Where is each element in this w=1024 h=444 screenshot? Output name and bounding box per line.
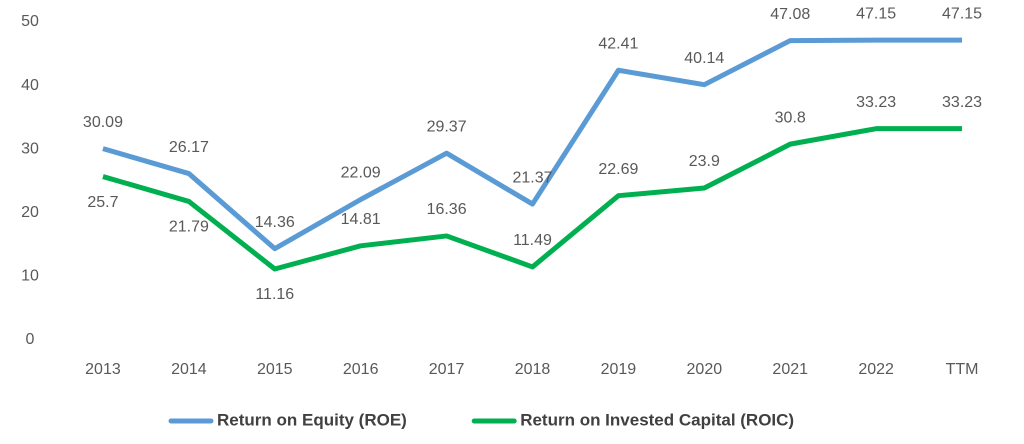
y-tick-label: 10 xyxy=(21,268,39,285)
data-label: 21.79 xyxy=(169,219,209,236)
x-tick-label: 2013 xyxy=(85,361,121,378)
data-label: 22.69 xyxy=(598,161,638,178)
data-label: 23.9 xyxy=(689,153,720,170)
data-label: 29.37 xyxy=(427,118,467,135)
data-label: 22.09 xyxy=(341,165,381,182)
data-label: 11.49 xyxy=(513,232,552,249)
data-label: 47.15 xyxy=(856,5,896,22)
y-tick-label: 0 xyxy=(26,331,35,348)
data-label: 30.09 xyxy=(83,114,123,131)
y-tick-label: 20 xyxy=(21,204,39,221)
data-label: 47.08 xyxy=(770,6,810,23)
x-tick-label: 2022 xyxy=(858,361,894,378)
y-tick-label: 40 xyxy=(21,77,39,94)
data-label: 26.17 xyxy=(169,139,209,156)
x-tick-label: 2016 xyxy=(343,361,379,378)
data-label: 21.37 xyxy=(512,169,552,186)
x-tick-label: 2018 xyxy=(515,361,551,378)
series-line xyxy=(102,37,963,252)
data-label: 42.41 xyxy=(598,35,638,52)
data-label: 14.36 xyxy=(255,214,295,231)
x-tick-label: 2015 xyxy=(257,361,293,378)
data-label: 47.15 xyxy=(942,5,982,22)
series-line xyxy=(102,126,963,272)
x-tick-label: TTM xyxy=(946,361,979,378)
data-label: 33.23 xyxy=(856,94,896,111)
data-label: 16.36 xyxy=(427,201,467,218)
x-tick-label: 2017 xyxy=(429,361,465,378)
x-tick-label: 2021 xyxy=(772,361,808,378)
data-label: 11.16 xyxy=(255,286,294,303)
data-label: 33.23 xyxy=(942,94,982,111)
data-label: 25.7 xyxy=(87,194,118,211)
data-label: 40.14 xyxy=(684,50,724,67)
y-tick-label: 50 xyxy=(21,13,39,30)
x-tick-label: 2020 xyxy=(687,361,723,378)
data-label: 30.8 xyxy=(775,109,806,126)
x-tick-label: 2019 xyxy=(601,361,637,378)
data-label: 14.81 xyxy=(341,211,381,228)
legend-label: Return on Invested Capital (ROIC) xyxy=(520,410,794,429)
y-tick-label: 30 xyxy=(21,140,39,157)
x-tick-label: 2014 xyxy=(171,361,207,378)
legend-label: Return on Equity (ROE) xyxy=(217,410,407,429)
